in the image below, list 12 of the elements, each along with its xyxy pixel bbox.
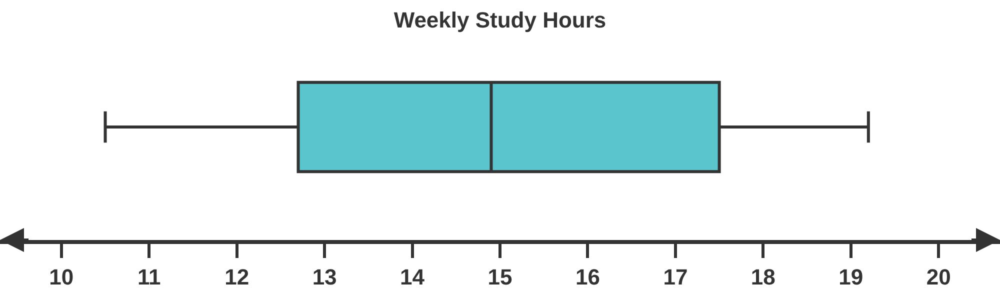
- x-tick-label: 14: [400, 264, 426, 290]
- x-tick-label: 16: [575, 264, 600, 290]
- x-tick-label: 18: [750, 264, 776, 290]
- chart-title: Weekly Study Hours: [394, 7, 606, 32]
- x-tick-label: 20: [926, 264, 951, 290]
- x-tick-label: 12: [224, 264, 250, 290]
- x-tick-label: 13: [312, 264, 337, 290]
- x-tick-label: 17: [663, 264, 688, 290]
- x-tick-label: 19: [838, 264, 864, 290]
- x-tick-label: 11: [137, 264, 161, 290]
- x-tick-label: 10: [49, 264, 74, 290]
- x-tick-label: 15: [488, 264, 512, 290]
